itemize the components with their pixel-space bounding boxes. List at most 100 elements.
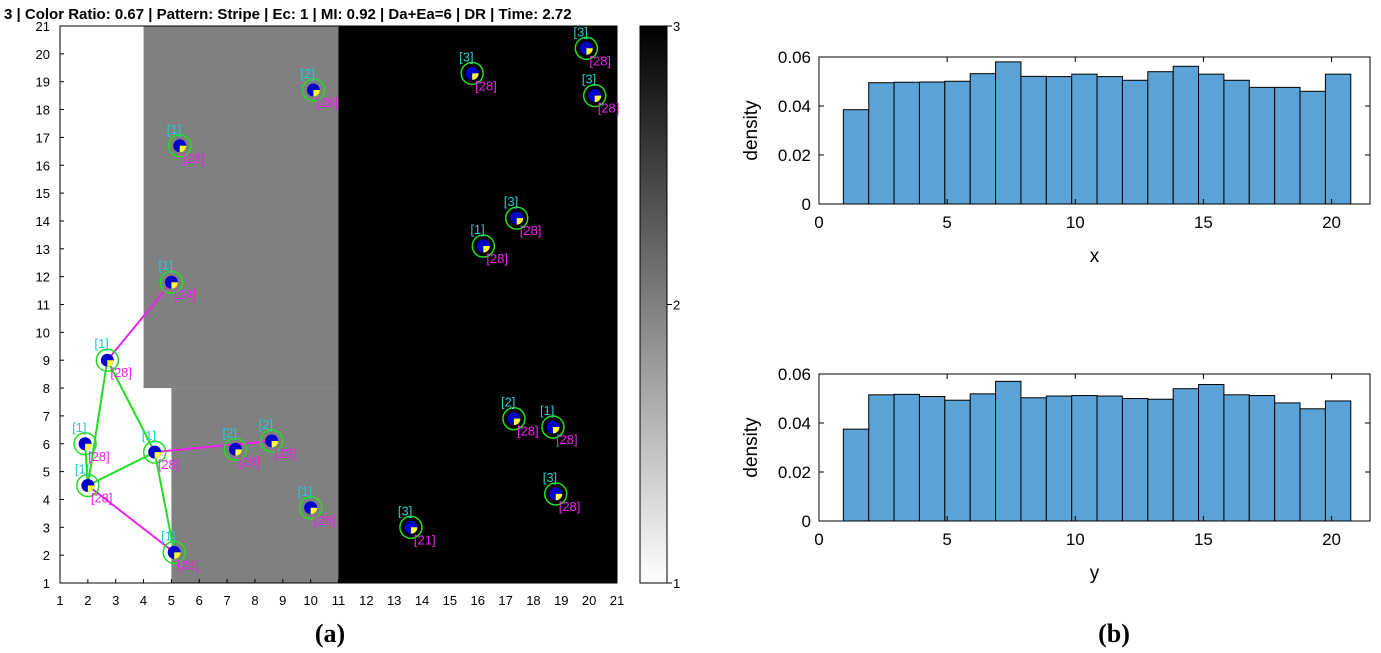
histogram-bar xyxy=(918,396,946,522)
agent-class-label: [3] xyxy=(504,194,518,209)
y-tick-label: 7 xyxy=(43,409,50,424)
y-tick-label: 15 xyxy=(36,186,50,201)
panel-b-caption: (b) xyxy=(1098,619,1130,648)
agent-class-label: [3] xyxy=(573,24,587,39)
x-tick-label: 15 xyxy=(443,593,457,608)
histogram-bar xyxy=(1096,76,1123,205)
agent-class-label: [2] xyxy=(259,417,273,432)
histogram-bar xyxy=(969,73,997,205)
agent-class-label: [1] xyxy=(161,528,175,543)
agent-ring xyxy=(95,348,120,372)
agent-link xyxy=(106,359,156,453)
agent-heading-wedge xyxy=(310,507,318,515)
agent-heading-wedge xyxy=(586,48,593,55)
agent-heading-wedge xyxy=(472,73,479,80)
x-tick-label: 20 xyxy=(582,593,596,608)
agent-count-label: [28] xyxy=(520,223,542,238)
agent-ring xyxy=(73,432,97,456)
agent-class-label: [2] xyxy=(501,395,515,410)
agent-count-label: [28] xyxy=(598,101,620,116)
histogram-bar xyxy=(1096,395,1123,522)
histogram-bar xyxy=(995,61,1022,205)
agent-ring xyxy=(582,83,607,108)
x-axis-label: y xyxy=(1090,563,1100,584)
x-tick-label: 21 xyxy=(610,593,624,608)
histogram-bar xyxy=(1045,395,1073,522)
agent-count-label: [24] xyxy=(174,287,196,302)
y-tick-label: 1 xyxy=(43,576,50,591)
y-tick-label: 19 xyxy=(36,75,50,90)
agent-count-label: [28] xyxy=(158,457,180,472)
agent-links xyxy=(84,281,272,554)
agent-ring xyxy=(159,270,184,294)
histogram-bar xyxy=(1121,79,1149,205)
histogram-bar xyxy=(1147,71,1174,205)
background-region xyxy=(171,388,339,583)
colorbar-ticks: 1 2 3 xyxy=(667,19,680,591)
agent-heading-wedge xyxy=(85,443,92,451)
agent-ring xyxy=(162,540,186,565)
agent-class-label: [2] xyxy=(222,425,236,440)
x-tick-label: 16 xyxy=(471,593,485,608)
histogram-bar xyxy=(1071,73,1098,205)
x-tick-label: 6 xyxy=(196,593,203,608)
x-tick-label: 0 xyxy=(814,213,823,232)
histogram-y: 0 5 10 15 20 0 0.02 0.04 0.06 y density xyxy=(741,365,1371,584)
background-regions xyxy=(60,26,617,583)
y-tick-label: 13 xyxy=(36,242,50,257)
agent-class-label: [1] xyxy=(142,428,156,443)
agent-count-label: [28] xyxy=(177,557,199,572)
x-tick-label: 7 xyxy=(223,593,230,608)
y-tick-label: 5 xyxy=(43,465,50,480)
x-tick-label: 11 xyxy=(332,593,346,608)
y-tick-label: 12 xyxy=(36,270,50,285)
histogram-bar xyxy=(1198,73,1225,205)
agent-heading-wedge xyxy=(171,282,178,289)
histogram-bar xyxy=(1248,395,1276,522)
x-tick-label: 15 xyxy=(1194,530,1213,549)
histogram-bar xyxy=(1071,395,1098,522)
agent-link xyxy=(87,484,175,554)
agent-heading-wedge xyxy=(513,418,521,426)
y-tick-label: 0 xyxy=(802,512,811,531)
agent-ring xyxy=(168,134,192,158)
histogram-bar xyxy=(1324,400,1352,522)
histogram-bar xyxy=(1223,394,1250,522)
colorbar xyxy=(639,25,668,584)
x-tick-label: 19 xyxy=(554,593,568,608)
agent-ring xyxy=(142,440,167,464)
y-tick-label: 21 xyxy=(36,19,50,34)
agent-ring xyxy=(399,515,423,540)
agent-class-label: [1] xyxy=(75,462,89,477)
histogram-bar xyxy=(1324,73,1352,205)
panel-a-x-ticks: 1 2 3 4 5 6 7 8 9 10 11 12 13 14 15 16 17 18 19 20 21 xyxy=(56,579,624,608)
histogram-bar xyxy=(1299,408,1326,522)
agent-markers: [1][28][2][28][3][28][3][28][3][28][3][2… xyxy=(72,24,619,572)
histogram-bar xyxy=(1172,65,1200,205)
agent-count-label: [28] xyxy=(316,95,338,110)
panel-a-title: 3 | Color Ratio: 0.67 | Pattern: Stripe … xyxy=(4,6,572,23)
agent-class-label: [3] xyxy=(582,72,596,87)
agent-class-label: [1] xyxy=(72,420,86,435)
agent-count-label: [28] xyxy=(589,53,611,68)
x-tick-label: 18 xyxy=(526,593,540,608)
y-tick-label: 0 xyxy=(802,195,811,214)
y-tick-label: 0.06 xyxy=(778,48,811,67)
x-tick-label: 10 xyxy=(1066,213,1085,232)
agent-ring xyxy=(541,415,565,439)
histogram-bar xyxy=(868,82,895,205)
y-tick-label: 17 xyxy=(36,130,50,145)
agent-heading-wedge xyxy=(154,452,162,459)
agent-heading-wedge xyxy=(179,145,187,153)
agent-heading-wedge xyxy=(313,90,320,97)
histogram-bar xyxy=(1045,76,1073,205)
histogram-bar xyxy=(918,81,946,205)
agent-class-label: [1] xyxy=(540,403,554,418)
histogram-bar xyxy=(944,80,971,205)
y-tick-label: 4 xyxy=(43,492,50,507)
agent-class-label: [1] xyxy=(298,484,312,499)
histogram-bar xyxy=(995,380,1022,522)
agent-link xyxy=(84,443,89,486)
y-tick-label: 16 xyxy=(36,158,50,173)
